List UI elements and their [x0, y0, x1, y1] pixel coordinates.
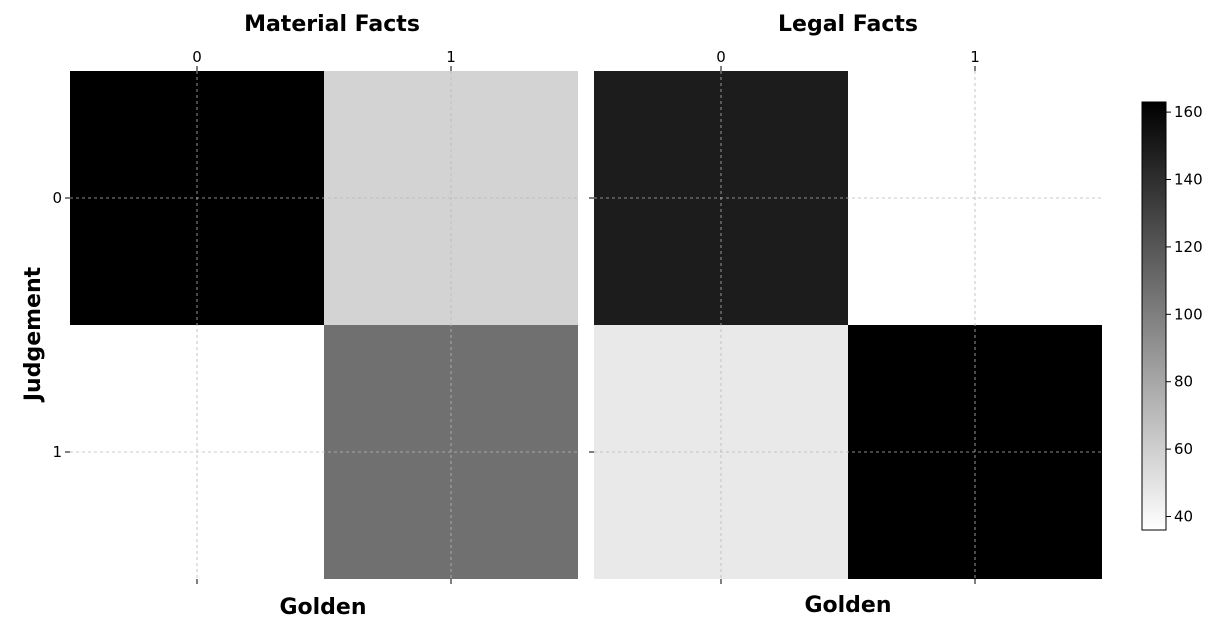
colorbar-tick-label: 120 — [1174, 238, 1203, 256]
colorbar-tick-label: 40 — [1174, 508, 1193, 526]
x-axis-label: Golden — [804, 593, 891, 618]
x-tick-label: 1 — [970, 48, 980, 66]
colorbar-gradient — [1141, 101, 1167, 531]
colorbar-tick-label: 100 — [1174, 305, 1203, 323]
colorbar-tick-label: 80 — [1174, 373, 1193, 391]
x-tick-label: 0 — [192, 48, 202, 66]
colorbar-tick-label: 60 — [1174, 440, 1193, 458]
panel-title: Material Facts — [244, 12, 420, 37]
y-tick-label: 0 — [52, 189, 62, 207]
panel-title: Legal Facts — [778, 12, 918, 37]
y-tick-label: 1 — [52, 443, 62, 461]
heatmap-panel-2: 0 1 Legal Facts Golden — [589, 12, 1102, 618]
colorbar-tick-label: 140 — [1174, 171, 1203, 189]
y-axis-label: Judgement — [21, 266, 46, 403]
x-axis-label: Golden — [279, 595, 366, 620]
colorbar-tick-label: 160 — [1174, 103, 1203, 121]
x-tick-label: 1 — [446, 48, 456, 66]
heatmap-panel-1: 0 1 0 1 Material Facts Golden Judgement — [21, 12, 578, 620]
x-tick-label: 0 — [716, 48, 726, 66]
